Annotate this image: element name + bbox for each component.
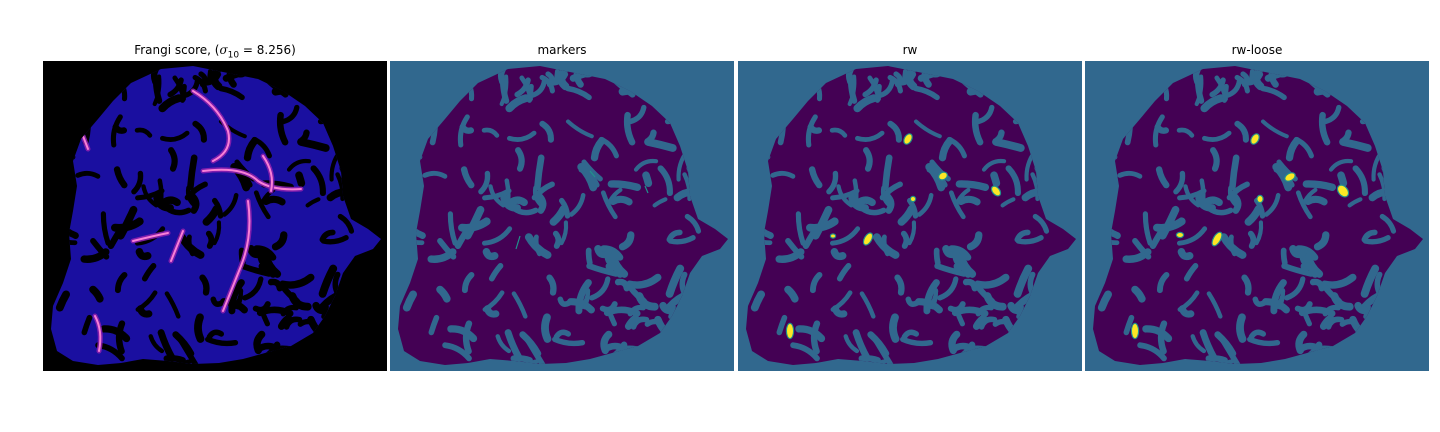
title-subscript: 10 (227, 50, 240, 61)
panel-title-frangi: Frangi score, (σ10 = 8.256) (43, 42, 387, 61)
panel-title-rw: rw (902, 43, 918, 57)
panel-title-markers: markers (537, 43, 587, 57)
title-prefix: Frangi score, ( (134, 43, 220, 57)
rw-loose-image (1085, 61, 1429, 371)
markers-image (390, 61, 734, 371)
frangi-score-image (43, 61, 387, 371)
title-suffix: = 8.256) (239, 43, 296, 57)
panel-title-rw-loose: rw-loose (1231, 43, 1283, 57)
rw-image (738, 61, 1082, 371)
title-sigma: σ (219, 43, 228, 57)
